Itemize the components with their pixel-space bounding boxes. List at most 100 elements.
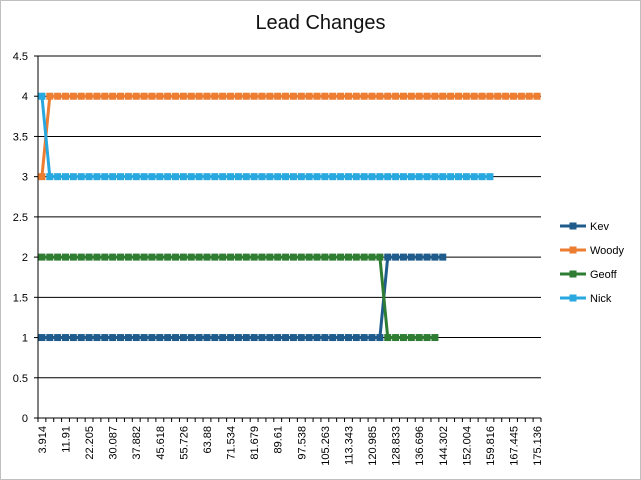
data-point (360, 334, 368, 342)
data-point (282, 253, 290, 261)
data-point (266, 92, 274, 100)
data-point (109, 334, 117, 342)
data-point (305, 173, 313, 181)
data-point (439, 253, 447, 261)
data-point (431, 173, 439, 181)
data-point (439, 92, 447, 100)
data-point (321, 334, 329, 342)
data-point (140, 173, 148, 181)
legend-label-geoff: Geoff (590, 269, 618, 281)
series-line-woody (40, 94, 538, 177)
data-point (172, 92, 180, 100)
x-tick-label: 63.88 (202, 426, 214, 454)
data-point (242, 253, 250, 261)
data-point (211, 92, 219, 100)
data-point (85, 173, 93, 181)
x-tick-label: 37.882 (131, 426, 143, 460)
data-point (415, 92, 423, 100)
data-point (360, 173, 368, 181)
data-point (344, 173, 352, 181)
x-tick-label: 167.445 (508, 426, 520, 466)
data-point (77, 253, 85, 261)
data-point (62, 173, 70, 181)
data-point (85, 334, 93, 342)
data-point (227, 92, 235, 100)
x-tick-label: 89.61 (273, 426, 285, 454)
data-point (368, 253, 376, 261)
data-point (376, 253, 384, 261)
data-point (321, 173, 329, 181)
data-point (38, 334, 46, 342)
data-point (305, 253, 313, 261)
legend: Kev Woody Geoff Nick (560, 221, 625, 305)
data-point (211, 253, 219, 261)
y-tick-label: 2 (22, 252, 28, 264)
data-point (38, 173, 46, 181)
data-point (38, 92, 46, 100)
series-lines (38, 92, 541, 342)
data-point (344, 92, 352, 100)
data-point (337, 92, 345, 100)
data-point (101, 173, 109, 181)
data-point (368, 92, 376, 100)
x-tick-label: 55.726 (178, 426, 190, 460)
data-point (384, 334, 392, 342)
data-point (93, 334, 101, 342)
data-point (352, 173, 360, 181)
data-point (77, 334, 85, 342)
data-point (164, 173, 172, 181)
data-point (360, 92, 368, 100)
data-point (234, 173, 242, 181)
data-point (250, 334, 258, 342)
data-point (85, 253, 93, 261)
x-tick-label: 144.302 (438, 426, 450, 466)
data-point (478, 92, 486, 100)
x-tick-label: 113.343 (343, 426, 355, 465)
data-point (69, 173, 77, 181)
data-point (360, 253, 368, 261)
data-point (344, 334, 352, 342)
data-point (368, 334, 376, 342)
data-point (344, 253, 352, 261)
data-point (69, 92, 77, 100)
data-point (533, 92, 541, 100)
data-point (415, 173, 423, 181)
data-point (195, 92, 203, 100)
data-point (132, 253, 140, 261)
data-point (93, 253, 101, 261)
data-point (132, 173, 140, 181)
data-point (392, 173, 400, 181)
data-point (289, 92, 297, 100)
data-point (54, 173, 62, 181)
data-point (447, 173, 455, 181)
x-tick-label: 71.534 (226, 426, 238, 460)
data-point (399, 253, 407, 261)
data-point (337, 173, 345, 181)
y-tick-label: 0.5 (13, 373, 28, 385)
data-point (297, 92, 305, 100)
data-point (297, 334, 305, 342)
legend-marker (569, 270, 577, 278)
data-point (140, 253, 148, 261)
data-point (164, 334, 172, 342)
data-point (399, 334, 407, 342)
legend-label-nick: Nick (590, 293, 612, 305)
data-point (289, 173, 297, 181)
y-tick-label: 3 (22, 172, 28, 184)
legend-marker (569, 294, 577, 302)
data-point (313, 92, 321, 100)
data-point (227, 253, 235, 261)
series-line-kev (41, 255, 443, 340)
data-point (329, 92, 337, 100)
data-point (289, 334, 297, 342)
data-point (93, 92, 101, 100)
data-point (250, 92, 258, 100)
data-point (148, 334, 156, 342)
x-tick-label: 30.087 (108, 426, 120, 460)
x-tick-label: 97.538 (296, 426, 308, 460)
data-point (46, 173, 54, 181)
legend-label-kev: Kev (590, 221, 609, 233)
x-tick-label: 175.136 (532, 426, 544, 466)
y-tick-label: 1.5 (13, 292, 28, 304)
data-point (258, 253, 266, 261)
